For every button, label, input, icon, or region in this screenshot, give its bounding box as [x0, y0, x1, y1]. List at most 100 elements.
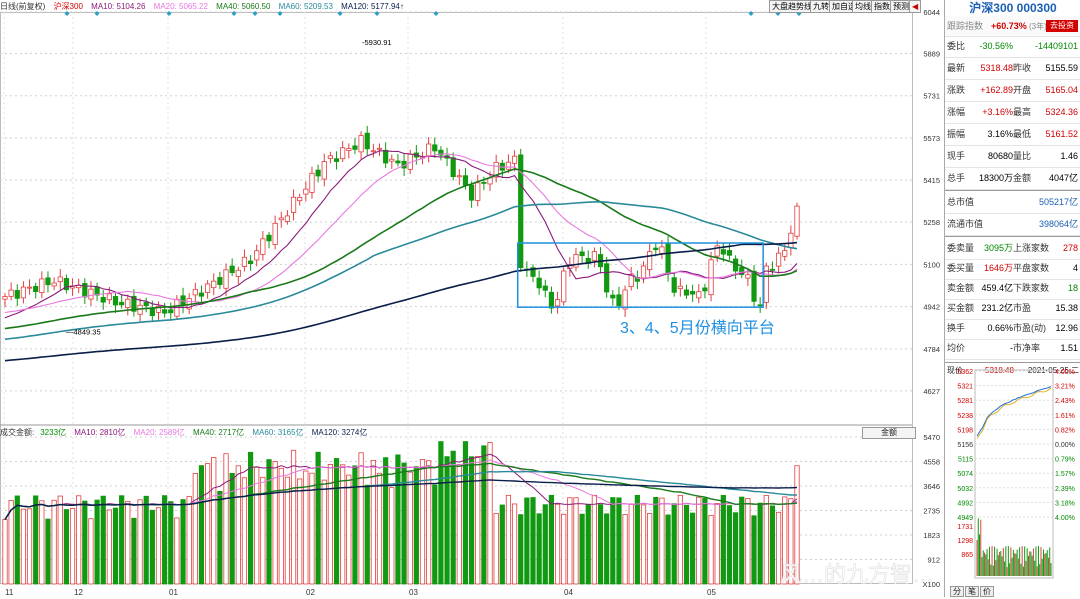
- volume-bar: [481, 445, 487, 585]
- candle-body: [315, 169, 321, 177]
- candle-body: [794, 205, 800, 237]
- tab-trades[interactable]: 笔: [965, 586, 979, 597]
- volume-bar: [714, 503, 720, 585]
- volume-bar: [640, 504, 647, 585]
- candle-body: [272, 222, 278, 245]
- mini-avg-line: [976, 387, 1052, 439]
- time-axis-label: 02: [306, 588, 315, 597]
- volume-bar: [186, 495, 192, 585]
- volume-ma120-line: [4, 479, 798, 520]
- watermark-text: 风…的九方智…: [780, 562, 934, 587]
- candle-body: [321, 161, 327, 180]
- volume-bar: [726, 505, 733, 585]
- quote-label: 上涨家数: [1013, 243, 1050, 253]
- invest-button[interactable]: 去投资: [1046, 20, 1078, 32]
- quote-label: 市净率: [1013, 343, 1041, 353]
- candle-body: [192, 288, 198, 296]
- trend-line-button[interactable]: 大盘趋势线: [769, 0, 815, 13]
- low-price-label: —4849.35: [66, 327, 101, 336]
- candle-body: [2, 296, 8, 300]
- quote-value: 278: [1062, 243, 1078, 253]
- volume-bar: [20, 508, 27, 585]
- quote-value: 15.38: [1055, 303, 1078, 313]
- volume-bar: [751, 515, 757, 585]
- volume-bar: [419, 459, 426, 585]
- candle-body: [241, 256, 248, 267]
- chart-frame: [0, 12, 913, 584]
- track-sub: (3年): [1029, 22, 1047, 31]
- volume-bar: [407, 471, 413, 585]
- track-row: 跟踪指数 +60.73% (3年) 去投资: [945, 16, 1080, 37]
- candle-body: [579, 251, 585, 257]
- vol-ma40: MA40: 2717亿: [193, 428, 245, 437]
- volume-bar: [364, 484, 370, 585]
- quote-label: 金额: [1013, 173, 1032, 183]
- candle-body: [333, 158, 340, 162]
- time-axis-label: 04: [564, 588, 573, 597]
- candle-body: [33, 285, 39, 293]
- mini-pct-label: 0.79%: [1055, 457, 1075, 464]
- volume-bar: [125, 500, 131, 585]
- signal-marker-icon: [231, 11, 237, 16]
- candle-body: [757, 304, 763, 307]
- volume-bar: [321, 479, 327, 585]
- quote-label: 振幅: [947, 129, 966, 139]
- volume-bar: [174, 517, 180, 585]
- volume-bar: [438, 441, 444, 585]
- volume-axis-label: 5470: [923, 433, 940, 442]
- separator: [945, 362, 1080, 363]
- kline-chart-area[interactable]: 6044 5889 5731 5573 5415 5258 5100 4942 4784 4627…: [0, 0, 944, 597]
- candle-body: [100, 296, 106, 303]
- volume-bar: [757, 502, 763, 585]
- intraday-svg[interactable]: 5362 4.00% 5321 3.21% 5281 2.43% 5238 1.61% 5198…: [945, 368, 1080, 580]
- quote-value: 459.4亿: [981, 283, 1013, 293]
- candle-body: [290, 196, 297, 213]
- mini-price-label: 5281: [957, 398, 973, 405]
- candle-body: [303, 188, 309, 195]
- volume-bar: [561, 513, 567, 585]
- candle-body: [39, 278, 45, 293]
- quote-value: 1.51: [1060, 343, 1078, 353]
- candle-body: [432, 144, 438, 152]
- quote-value: 1.46: [1060, 151, 1078, 161]
- candle-body: [708, 259, 714, 296]
- candle-body: [456, 175, 462, 178]
- candle-body: [247, 260, 254, 265]
- volume-bar: [51, 499, 57, 585]
- candle-body: [530, 267, 536, 277]
- mini-pct-label: 1.61%: [1055, 413, 1075, 420]
- volume-bar: [782, 496, 788, 585]
- quote-value: 18: [1067, 283, 1078, 293]
- candle-body: [683, 289, 690, 296]
- kline-svg[interactable]: 6044 5889 5731 5573 5415 5258 5100 4942 4784 4627…: [0, 0, 944, 597]
- cap-value: 505217亿: [1038, 197, 1078, 207]
- volume-mode-select[interactable]: 金额: [862, 427, 916, 439]
- candle-body: [340, 147, 346, 160]
- collapse-icon[interactable]: ◀: [909, 0, 922, 13]
- volume-bar: [63, 509, 69, 585]
- volume-bar: [229, 472, 235, 585]
- volume-bar: [444, 456, 450, 585]
- tab-minute[interactable]: 分: [950, 586, 964, 597]
- volume-bar: [469, 456, 475, 585]
- volume-bar: [284, 476, 291, 585]
- legend-index: 沪深300: [53, 2, 83, 11]
- candle-body: [788, 232, 794, 248]
- volume-bar: [511, 503, 518, 585]
- quote-row: 换手 0.66% 市盈(动) 12.96: [945, 318, 1080, 340]
- volume-bar: [309, 472, 315, 585]
- candle-body: [223, 269, 229, 289]
- tab-price[interactable]: 价: [980, 586, 994, 597]
- candle-body: [211, 280, 217, 289]
- add-favorite-button[interactable]: 加自选: [829, 0, 859, 13]
- candle-body: [469, 184, 475, 201]
- quote-value: 1646万: [983, 263, 1013, 273]
- intraday-mini-chart[interactable]: 5362 4.00% 5321 3.21% 5281 2.43% 5238 1.61% 5198…: [945, 368, 1080, 580]
- volume-bar: [26, 508, 33, 585]
- volume-bar: [45, 518, 51, 585]
- signal-marker-icon: [374, 11, 380, 16]
- volume-bar: [683, 504, 690, 585]
- volume-bar: [278, 467, 284, 585]
- volume-bar: [769, 505, 776, 585]
- volume-bar: [634, 494, 640, 585]
